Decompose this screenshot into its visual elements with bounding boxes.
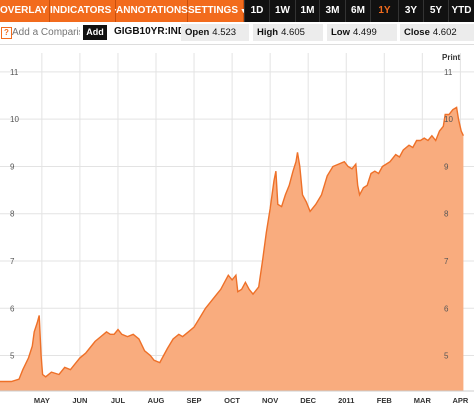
high-label: High <box>257 27 279 38</box>
y-tick-label-left: 8 <box>10 210 15 219</box>
range-button-6m[interactable]: 6M <box>345 0 370 22</box>
x-tick-label: FEB <box>377 396 393 405</box>
y-tick-label-right: 11 <box>444 68 453 77</box>
chart-toolbar: OVERLAY▼ INDICATORS▼ ANNOTATIONS▼ SETTIN… <box>0 0 474 22</box>
x-tick-label: JUL <box>111 396 126 405</box>
annotations-menu-button[interactable]: ANNOTATIONS▼ <box>116 0 197 22</box>
chevron-down-icon: ▼ <box>240 8 247 15</box>
close-value: 4.602 <box>432 27 457 38</box>
x-tick-label: AUG <box>148 396 165 405</box>
settings-menu-button[interactable]: SETTINGS▼ <box>188 0 247 22</box>
range-button-1w[interactable]: 1W <box>269 0 295 22</box>
settings-label: SETTINGS <box>188 5 239 16</box>
y-tick-label-right: 8 <box>444 210 449 219</box>
y-tick-label-left: 6 <box>10 304 15 313</box>
x-tick-label: NOV <box>262 396 278 405</box>
close-stat: Close 4.602 <box>400 24 474 41</box>
close-label: Close <box>404 27 430 38</box>
annotations-label: ANNOTATIONS <box>116 5 188 16</box>
open-label: Open <box>185 27 210 38</box>
low-value: 4.499 <box>353 27 377 38</box>
y-tick-label-left: 11 <box>10 68 19 77</box>
x-tick-label: SEP <box>187 396 202 405</box>
y-tick-label-left: 5 <box>10 352 15 361</box>
x-tick-label: MAR <box>414 396 432 405</box>
y-tick-label-right: 7 <box>444 257 449 266</box>
low-label: Low <box>331 27 350 38</box>
print-link[interactable]: Print <box>442 53 461 62</box>
range-button-ytd[interactable]: YTD <box>448 0 474 22</box>
overlay-label: OVERLAY <box>0 5 48 16</box>
y-tick-label-left: 7 <box>10 257 15 266</box>
add-comparison-button[interactable]: Add <box>83 25 107 40</box>
range-button-3m[interactable]: 3M <box>319 0 345 22</box>
help-icon[interactable]: ? <box>1 27 12 39</box>
x-tick-label: OCT <box>224 396 240 405</box>
high-stat: High 4.605 <box>253 24 323 41</box>
range-button-5y[interactable]: 5Y <box>423 0 448 22</box>
comparison-input[interactable] <box>12 25 80 39</box>
range-button-3y[interactable]: 3Y <box>398 0 423 22</box>
low-stat: Low 4.499 <box>327 24 397 41</box>
x-tick-label: APR <box>452 396 468 405</box>
range-button-1y[interactable]: 1Y <box>370 0 398 22</box>
y-tick-label-right: 6 <box>444 304 449 313</box>
series-line <box>0 106 465 383</box>
y-tick-label-right: 5 <box>444 352 449 361</box>
x-tick-label: 2011 <box>338 396 354 405</box>
range-button-1m[interactable]: 1M <box>295 0 319 22</box>
y-tick-label-right: 10 <box>444 115 453 124</box>
open-value: 4.523 <box>212 27 237 38</box>
y-tick-label-right: 9 <box>444 162 449 171</box>
ticker-symbol: GIGB10YR:IND <box>114 26 186 37</box>
indicators-menu-button[interactable]: INDICATORS▼ <box>50 0 120 22</box>
overlay-menu-button[interactable]: OVERLAY▼ <box>0 0 56 22</box>
x-axis-band <box>0 391 474 408</box>
high-value: 4.605 <box>281 27 305 38</box>
y-tick-label-left: 10 <box>10 115 19 124</box>
open-stat: Open 4.523 <box>181 24 249 41</box>
series-area <box>0 107 464 392</box>
x-tick-label: MAY <box>34 396 50 405</box>
indicators-label: INDICATORS <box>50 5 112 16</box>
price-chart: 5 5 6 6 7 7 8 8 9 9 10 10 11 11 MAY JUN JUL AUG SEP OCT NOV D… <box>0 45 474 408</box>
y-tick-label-left: 9 <box>10 162 15 171</box>
x-tick-label: JUN <box>72 396 87 405</box>
range-button-1d[interactable]: 1D <box>244 0 269 22</box>
x-tick-label: DEC <box>300 396 316 405</box>
